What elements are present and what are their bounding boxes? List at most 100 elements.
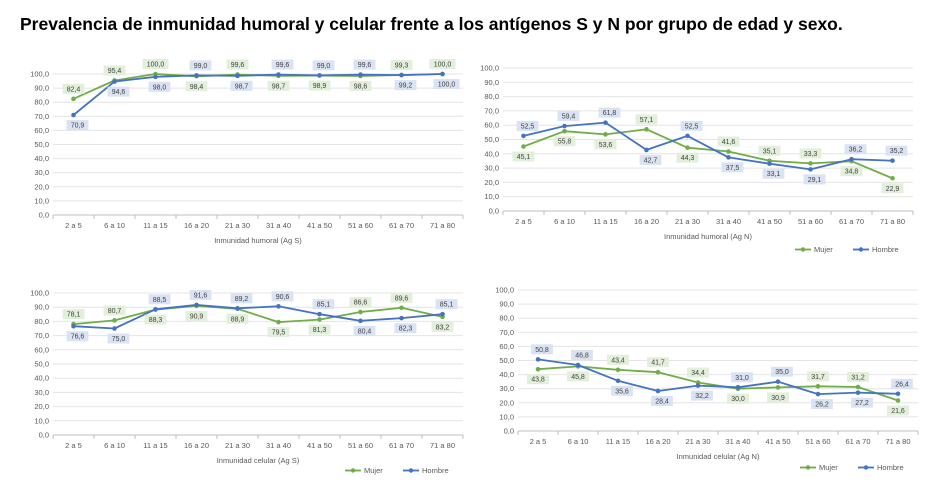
data-label-bg	[531, 344, 553, 355]
chart-celular-ag-n: 0,0 10,0 20,0 30,0 40,0 50,0 60,0 70,0 80,0 90,0 1…	[490, 284, 930, 476]
data-point-mujer	[562, 128, 567, 134]
data-label-hombre: 27,2	[855, 400, 869, 407]
data-label-hombre: 99,0	[194, 63, 208, 70]
x-axis-title: Inmunidad humoral (Ag S)	[214, 236, 302, 245]
legend-label-hombre: Hombre	[872, 245, 899, 254]
data-label-bg	[66, 331, 89, 342]
data-point-hombre	[317, 311, 322, 317]
data-label-hombre: 75,0	[112, 336, 126, 343]
series-line-mujer	[537, 365, 899, 402]
y-tick-label: 80,0	[484, 92, 499, 101]
y-tick-label: 30,0	[484, 164, 499, 173]
data-point-hombre	[112, 326, 117, 331]
y-tick-label: 50,0	[484, 135, 499, 144]
data-label-bg	[431, 321, 454, 332]
legend-marker-hombre	[408, 468, 414, 473]
y-tick-label: 70,0	[484, 106, 499, 115]
data-point-mujer	[685, 145, 690, 150]
data-label-hombre: 94,6	[112, 89, 126, 96]
data-label-mujer: 78,1	[67, 312, 81, 319]
data-label-bg	[731, 372, 753, 383]
legend-label-mujer: Mujer	[819, 463, 838, 472]
x-tick-label: 2 a 5	[530, 437, 547, 446]
data-label-hombre: 31,0	[735, 375, 749, 382]
data-label-bg	[811, 399, 833, 410]
x-tick-label: 11 a 15	[143, 221, 167, 230]
data-point-hombre	[276, 72, 281, 77]
y-tick-label: 60,0	[34, 126, 49, 135]
y-tick-label: 100,0	[495, 286, 514, 295]
x-tick-label: 71 a 80	[430, 221, 455, 230]
series-line-hombre	[523, 121, 893, 171]
data-label-bg	[62, 309, 85, 320]
data-label-hombre: 85,1	[317, 302, 331, 309]
x-tick-label: 6 a 10	[104, 441, 125, 450]
data-point-hombre	[562, 123, 567, 129]
data-label-bg	[762, 168, 785, 179]
data-point-hombre	[775, 379, 781, 384]
data-label-bg	[230, 80, 253, 91]
series-line-hombre	[72, 73, 443, 116]
x-tick-label: 71 a 80	[885, 437, 910, 446]
x-axis-title: Inmunidad humoral (Ag N)	[664, 232, 752, 241]
data-label-bg	[62, 83, 85, 94]
data-label-bg	[758, 145, 781, 156]
data-label-mujer: 95,4	[108, 68, 122, 75]
data-label-bg	[803, 174, 826, 185]
data-label-bg	[226, 59, 249, 70]
data-label-mujer: 44,3	[681, 155, 695, 162]
data-label-bg	[885, 145, 908, 156]
data-label-bg	[353, 59, 376, 70]
data-label-bg	[267, 327, 290, 338]
chart-humoral-ag-n-svg: 0,0 10,0 20,0 30,0 40,0 50,0 60,0 70,0 80,0 90,0 1…	[480, 64, 914, 254]
data-label-bg	[571, 350, 593, 361]
data-label-bg	[312, 60, 335, 71]
data-label-bg	[847, 372, 869, 383]
data-point-hombre	[235, 306, 240, 311]
data-label-mujer: 99,3	[395, 62, 409, 69]
data-label-mujer: 99,6	[231, 62, 245, 69]
data-label-bg	[647, 357, 669, 368]
data-label-bg	[851, 397, 873, 408]
data-label-bg	[799, 148, 822, 159]
data-label-bg	[676, 152, 699, 163]
y-tick-label: 0,0	[39, 211, 49, 220]
data-label-hombre: 99,6	[358, 62, 372, 69]
data-label-bg	[271, 59, 294, 70]
data-label-hombre: 99,6	[276, 62, 290, 69]
x-tick-label: 41 a 50	[757, 217, 782, 226]
data-point-hombre	[695, 383, 701, 388]
y-tick-label: 80,0	[499, 314, 514, 323]
data-label-hombre: 37,5	[726, 165, 740, 172]
data-label-hombre: 85,1	[440, 302, 454, 309]
x-tick-label: 41 a 50	[307, 441, 332, 450]
data-point-hombre	[194, 302, 199, 308]
data-label-hombre: 33,1	[767, 171, 781, 178]
x-tick-label: 21 a 30	[685, 437, 710, 446]
data-point-mujer	[399, 305, 404, 311]
data-label-bg	[717, 136, 740, 147]
data-point-hombre	[521, 133, 526, 139]
data-label-mujer: 79,5	[272, 330, 286, 337]
data-label-hombre: 32,2	[695, 393, 709, 400]
data-point-hombre	[726, 155, 731, 160]
x-tick-label: 51 a 60	[348, 441, 373, 450]
data-label-bg	[651, 395, 673, 406]
y-tick-label: 0,0	[489, 207, 499, 216]
data-label-bg	[349, 297, 372, 308]
legend-label-hombre: Hombre	[877, 463, 904, 472]
data-label-bg	[148, 294, 171, 305]
legend-marker-mujer	[805, 465, 811, 470]
data-point-mujer	[895, 398, 901, 403]
data-label-bg	[594, 139, 617, 150]
y-tick-label: 90,0	[34, 303, 49, 312]
data-point-hombre	[71, 323, 76, 329]
data-label-hombre: 35,6	[615, 388, 629, 395]
data-point-mujer	[808, 161, 813, 166]
data-label-mujer: 30,0	[731, 396, 745, 403]
data-label-hombre: 99,0	[317, 63, 331, 70]
data-label-hombre: 46,8	[575, 353, 589, 360]
x-tick-label: 6 a 10	[568, 437, 589, 446]
data-point-hombre	[440, 311, 445, 317]
data-label-hombre: 82,3	[399, 326, 413, 333]
